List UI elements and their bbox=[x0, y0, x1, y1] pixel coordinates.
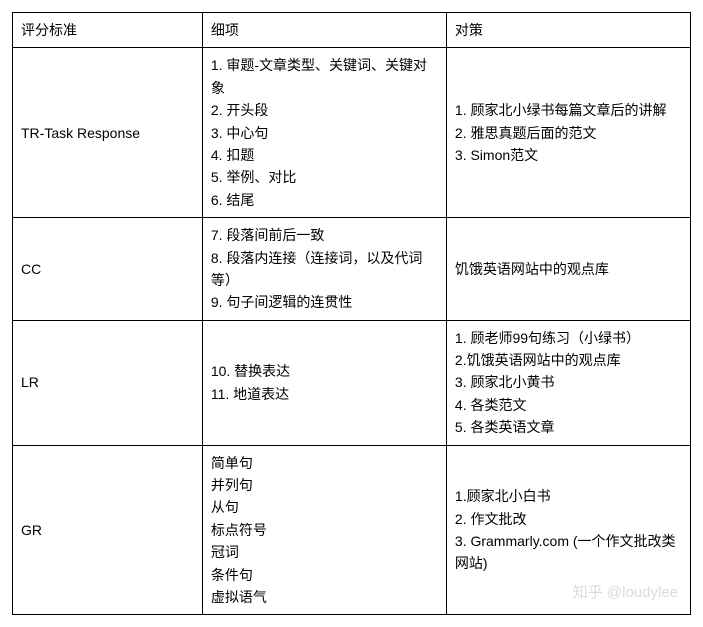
cell-details: 1. 审题-文章类型、关键词、关键对象 2. 开头段 3. 中心句 4. 扣题 … bbox=[202, 48, 446, 218]
table-row: CC 7. 段落间前后一致 8. 段落内连接（连接词，以及代词等） 9. 句子间… bbox=[13, 218, 691, 321]
table-header-row: 评分标准 细项 对策 bbox=[13, 13, 691, 48]
header-strategy: 对策 bbox=[446, 13, 690, 48]
scoring-criteria-table: 评分标准 细项 对策 TR-Task Response 1. 审题-文章类型、关… bbox=[12, 12, 691, 615]
cell-criteria: GR bbox=[13, 445, 203, 615]
cell-strategy: 饥饿英语网站中的观点库 bbox=[446, 218, 690, 321]
header-criteria: 评分标准 bbox=[13, 13, 203, 48]
cell-strategy: 1.顾家北小白书 2. 作文批改 3. Grammarly.com (一个作文批… bbox=[446, 445, 690, 615]
cell-details: 7. 段落间前后一致 8. 段落内连接（连接词，以及代词等） 9. 句子间逻辑的… bbox=[202, 218, 446, 321]
cell-details: 10. 替换表达 11. 地道表达 bbox=[202, 320, 446, 445]
cell-strategy: 1. 顾老师99句练习（小绿书） 2.饥饿英语网站中的观点库 3. 顾家北小黄书… bbox=[446, 320, 690, 445]
cell-strategy: 1. 顾家北小绿书每篇文章后的讲解 2. 雅思真题后面的范文 3. Simon范… bbox=[446, 48, 690, 218]
header-details: 细项 bbox=[202, 13, 446, 48]
cell-details: 简单句 并列句 从句 标点符号 冠词 条件句 虚拟语气 bbox=[202, 445, 446, 615]
table-row: GR 简单句 并列句 从句 标点符号 冠词 条件句 虚拟语气 1.顾家北小白书 … bbox=[13, 445, 691, 615]
table-row: TR-Task Response 1. 审题-文章类型、关键词、关键对象 2. … bbox=[13, 48, 691, 218]
cell-criteria: LR bbox=[13, 320, 203, 445]
cell-criteria: CC bbox=[13, 218, 203, 321]
table-row: LR 10. 替换表达 11. 地道表达 1. 顾老师99句练习（小绿书） 2.… bbox=[13, 320, 691, 445]
cell-criteria: TR-Task Response bbox=[13, 48, 203, 218]
